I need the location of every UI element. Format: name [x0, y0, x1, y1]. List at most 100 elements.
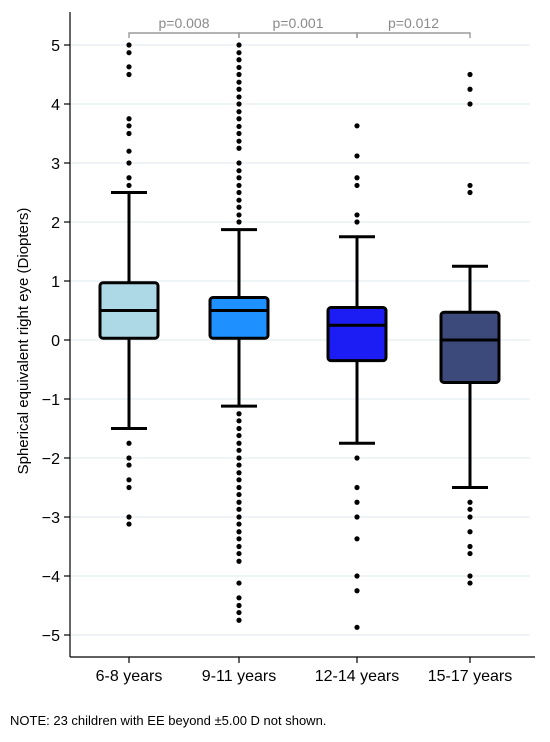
outlier-point	[236, 558, 242, 564]
outlier-point	[236, 477, 242, 483]
outlier-point	[236, 219, 242, 225]
outlier-point	[236, 595, 242, 601]
outlier-point	[236, 138, 242, 144]
outlier-point	[126, 50, 132, 56]
outlier-point	[236, 411, 242, 417]
outlier-point	[126, 484, 132, 491]
outlier-point	[126, 175, 132, 181]
outlier-point	[126, 514, 132, 520]
outlier-point	[354, 153, 360, 159]
outlier-point	[126, 521, 132, 527]
outlier-point	[467, 189, 473, 196]
outlier-point	[236, 425, 242, 432]
outlier-point	[236, 197, 242, 203]
outlier-point	[467, 514, 473, 520]
outlier-point	[126, 116, 132, 122]
outlier-point	[467, 499, 473, 505]
outlier-point	[467, 86, 473, 92]
y-tick-label: 2	[51, 215, 60, 232]
outlier-point	[236, 204, 242, 210]
footnote: NOTE: 23 children with EE beyond ±5.00 D…	[10, 713, 327, 728]
box-group	[98, 42, 160, 527]
outlier-point	[126, 71, 132, 78]
outlier-point	[236, 86, 242, 92]
y-tick-label: 1	[51, 274, 60, 291]
outlier-point	[467, 543, 473, 550]
y-tick-label: 0	[51, 333, 60, 350]
p-value-label: p=0.008	[159, 15, 210, 31]
outlier-point	[236, 130, 242, 137]
outlier-point	[236, 484, 242, 491]
box-group	[208, 42, 270, 623]
outlier-point	[354, 182, 360, 189]
outlier-point	[236, 602, 242, 609]
x-tick-label: 15-17 years	[428, 668, 513, 685]
y-axis-label: Spherical equivalent right eye (Diopters…	[15, 208, 32, 475]
outlier-point	[126, 455, 132, 461]
outlier-point	[467, 529, 473, 535]
outlier-point	[236, 521, 242, 527]
y-tick-label: −5	[42, 628, 60, 645]
outlier-point	[126, 64, 132, 70]
outlier-point	[236, 609, 242, 616]
y-tick-label: 5	[51, 38, 60, 55]
outlier-point	[236, 57, 242, 63]
outlier-point	[467, 506, 473, 512]
outlier-point	[236, 160, 242, 166]
x-tick-label: 12-14 years	[315, 668, 400, 685]
bracket-line	[356, 32, 471, 38]
y-tick-label: 3	[51, 156, 60, 173]
outlier-point	[126, 182, 132, 189]
p-value-brackets: p=0.008 p=0.001 p=0.012	[128, 15, 471, 38]
outlier-point	[354, 123, 360, 129]
outlier-point	[236, 94, 242, 100]
outlier-point	[236, 432, 242, 439]
outlier-point	[354, 455, 360, 461]
outlier-point	[236, 447, 242, 453]
outlier-point	[236, 189, 242, 196]
outlier-point	[236, 145, 242, 151]
outlier-point	[236, 182, 242, 189]
outlier-point	[236, 536, 242, 542]
outlier-point	[236, 506, 242, 512]
outlier-point	[236, 64, 242, 71]
outlier-point	[236, 440, 242, 446]
outlier-point	[126, 148, 132, 154]
outlier-point	[236, 470, 242, 476]
outlier-point	[126, 462, 132, 468]
p-value-label: p=0.001	[273, 15, 324, 31]
outlier-point	[236, 175, 242, 181]
outlier-point	[126, 440, 132, 446]
outlier-point	[236, 418, 242, 424]
outlier-point	[236, 617, 242, 623]
outlier-point	[236, 529, 242, 535]
outlier-point	[126, 130, 132, 137]
box-group	[439, 71, 501, 586]
outlier-point	[354, 484, 360, 491]
y-tick-label: −3	[42, 510, 60, 527]
box-group	[326, 123, 388, 630]
outlier-point	[236, 109, 242, 115]
outlier-point	[354, 573, 360, 579]
outlier-point	[467, 182, 473, 189]
outlier-point	[126, 42, 132, 48]
outlier-point	[236, 116, 242, 122]
x-axis: 6-8 years 9-11 years 12-14 years 15-17 year…	[70, 656, 535, 685]
outlier-point	[354, 624, 360, 630]
x-tick-label: 6-8 years	[96, 668, 163, 685]
y-tick-label: 4	[51, 97, 60, 114]
iqr-box	[439, 310, 501, 384]
outlier-point	[236, 123, 242, 130]
outlier-point	[126, 123, 132, 129]
outlier-point	[354, 514, 360, 520]
y-tick-label: −2	[42, 451, 60, 468]
outlier-point	[236, 42, 242, 48]
outlier-point	[236, 462, 242, 468]
y-tick-label: −1	[42, 392, 60, 409]
box-series	[98, 42, 501, 630]
p-value-label: p=0.012	[388, 15, 439, 31]
outlier-point	[467, 550, 473, 557]
gridlines	[70, 44, 530, 636]
outlier-point	[236, 550, 242, 557]
outlier-point	[126, 477, 132, 483]
